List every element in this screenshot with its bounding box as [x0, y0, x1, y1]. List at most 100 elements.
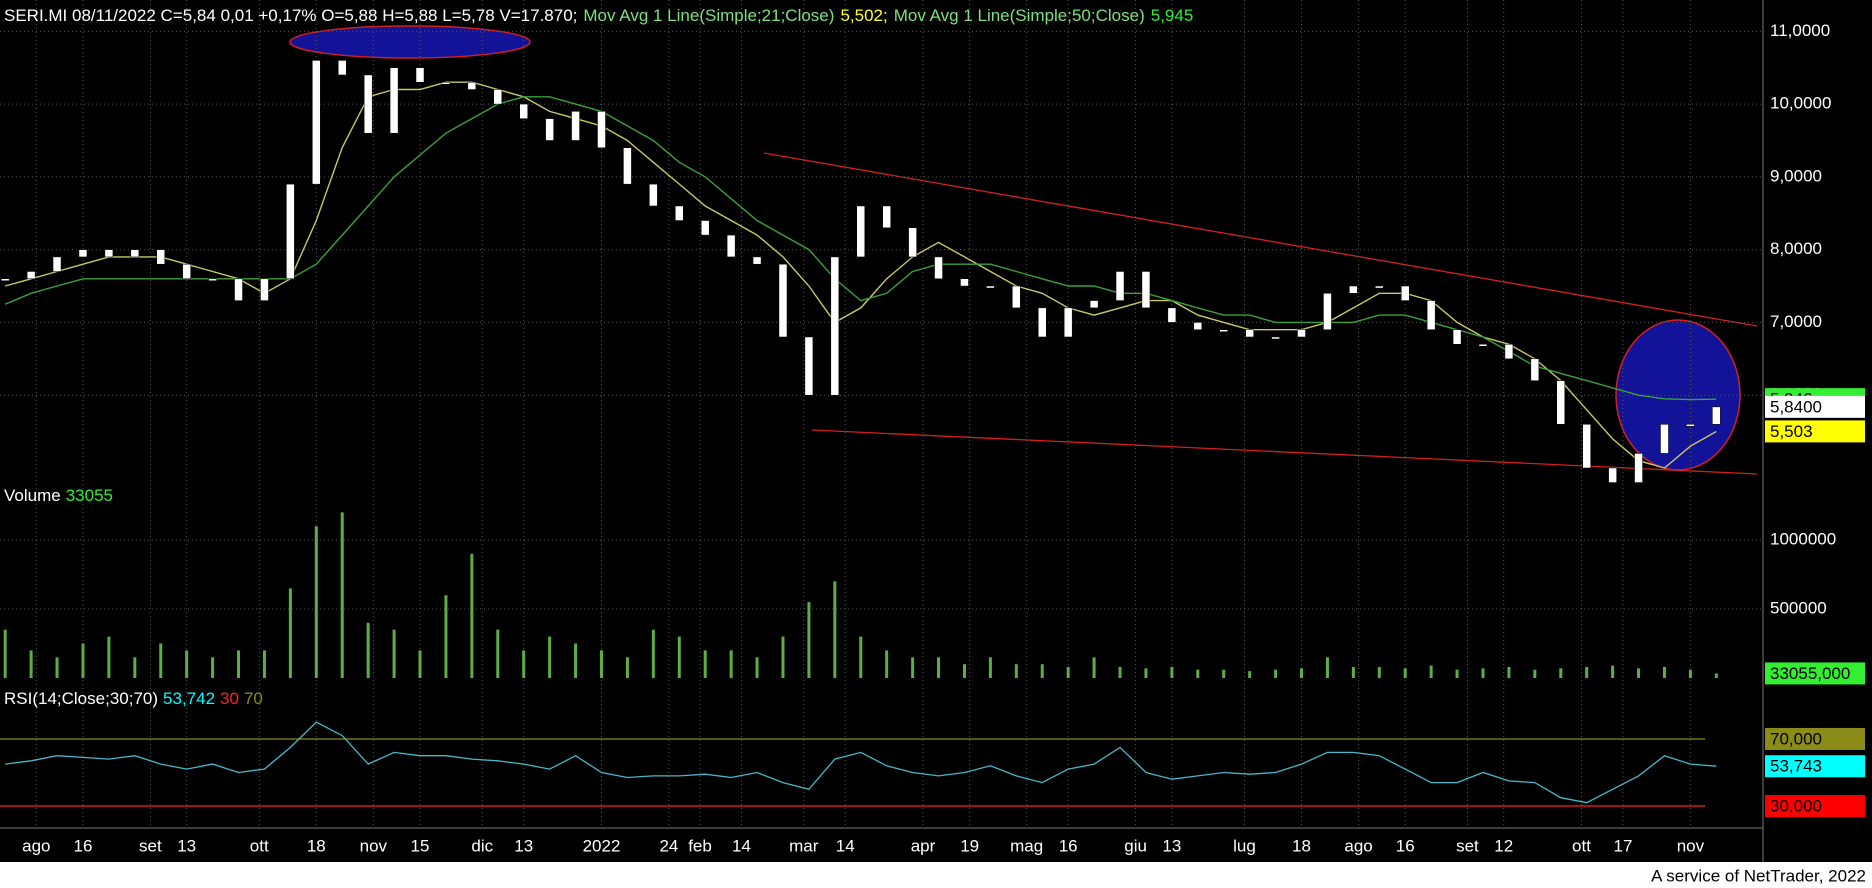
candle: [545, 118, 554, 141]
candle: [0, 278, 10, 282]
x-tick-label: set: [1456, 836, 1479, 855]
candle: [1400, 285, 1410, 301]
chart-title: SERI.MI 08/11/2022 C=5,84 0,01 +0,17% O=…: [4, 6, 577, 25]
candle: [752, 256, 762, 265]
legend-entry: Mov Avg 1 Line(Simple;50;Close): [894, 6, 1145, 25]
candle: [389, 67, 399, 134]
candle: [597, 111, 606, 148]
candle: [778, 263, 788, 338]
axis-badge: [1765, 795, 1865, 818]
rsi-line: [5, 721, 1717, 804]
candle: [1271, 336, 1280, 340]
candle: [208, 278, 217, 282]
candle: [1478, 344, 1488, 347]
candle: [234, 278, 243, 301]
x-tick-label: set: [139, 836, 162, 855]
candle: [1530, 358, 1540, 381]
candle: [415, 67, 425, 83]
candle: [1037, 307, 1047, 338]
candle: [467, 81, 477, 90]
candle: [1115, 271, 1125, 301]
rsi-title: RSI(14;Close;30;70): [4, 689, 158, 708]
axis-badge-label: 30,000: [1770, 797, 1822, 816]
x-tick-label: 17: [1614, 836, 1633, 855]
x-tick-label: 13: [177, 836, 196, 855]
candle: [1504, 344, 1514, 360]
candle: [363, 74, 373, 134]
x-tick-label: 16: [1396, 836, 1415, 855]
axis-badge: [1765, 727, 1865, 750]
candle: [1686, 424, 1695, 427]
candle: [78, 249, 88, 258]
candle: [1245, 329, 1254, 338]
x-tick-label: 18: [307, 836, 326, 855]
legend-value: 5,945: [1151, 6, 1194, 25]
volume-title: Volume: [4, 486, 61, 505]
x-tick-label: 19: [960, 836, 979, 855]
candle: [260, 278, 269, 301]
volume-label: Volume 33055: [4, 486, 113, 505]
rsi-value: 53,742: [163, 689, 215, 708]
candle: [804, 336, 814, 396]
legend-entry: Mov Avg 1 Line(Simple;21;Close): [583, 6, 834, 25]
x-tick-label: nov: [1677, 836, 1705, 855]
y-tick-label: 10,0000: [1770, 94, 1831, 113]
axis-badge-label: 33055,000: [1770, 664, 1850, 683]
axis-badge-label: 5,8400: [1770, 397, 1822, 416]
x-tick-label: ago: [1344, 836, 1372, 855]
candle: [1375, 285, 1384, 289]
y-tick-label: 500000: [1770, 598, 1827, 617]
candle: [104, 249, 114, 258]
axis-badge: [1765, 755, 1865, 778]
candle: [571, 111, 580, 141]
candle: [1452, 329, 1462, 345]
highlight-ellipse: [1615, 319, 1741, 471]
candle: [182, 263, 191, 280]
candle: [337, 60, 347, 76]
axis-badge: [1765, 395, 1865, 418]
candle: [1660, 424, 1669, 454]
candle: [856, 205, 866, 258]
candle: [312, 60, 321, 185]
candle: [882, 205, 891, 229]
x-tick-label: 12: [1494, 836, 1513, 855]
x-tick-label: 14: [836, 836, 855, 855]
candle: [1556, 380, 1566, 425]
x-tick-label: 13: [514, 836, 533, 855]
candle: [1012, 285, 1021, 309]
candle: [130, 249, 140, 258]
candle: [156, 249, 165, 265]
x-tick-label: 16: [74, 836, 93, 855]
footer-band: [0, 862, 1872, 888]
x-tick-label: giu: [1124, 836, 1147, 855]
x-tick-label: nov: [360, 836, 388, 855]
x-tick-label: 24: [659, 836, 678, 855]
candle: [1167, 307, 1177, 323]
highlight-ellipse: [289, 25, 531, 59]
x-tick-label: ago: [22, 836, 50, 855]
candle: [649, 183, 658, 207]
candle: [1089, 300, 1099, 309]
x-tick-label: 14: [732, 836, 751, 855]
y-tick-label: 9,0000: [1770, 166, 1822, 185]
candle: [519, 103, 528, 119]
legend-value: 5,502;: [840, 6, 887, 25]
y-tick-label: 8,0000: [1770, 239, 1822, 258]
axis-badge: [1765, 420, 1865, 443]
axis-badge-label: 5,503: [1770, 422, 1813, 441]
x-tick-label: 15: [411, 836, 430, 855]
x-tick-label: 2022: [583, 836, 621, 855]
candle: [960, 278, 969, 287]
candle: [908, 227, 917, 258]
candle: [1582, 424, 1591, 469]
candle: [1349, 285, 1358, 294]
candle: [934, 256, 943, 280]
x-tick-label: ott: [250, 836, 269, 855]
rsi-label: RSI(14;Close;30;70) 53,742 30 70: [4, 689, 263, 708]
candle: [726, 234, 736, 258]
x-tick-label: mar: [789, 836, 819, 855]
rsi-level-label: 30: [220, 689, 239, 708]
candle: [1712, 406, 1721, 425]
